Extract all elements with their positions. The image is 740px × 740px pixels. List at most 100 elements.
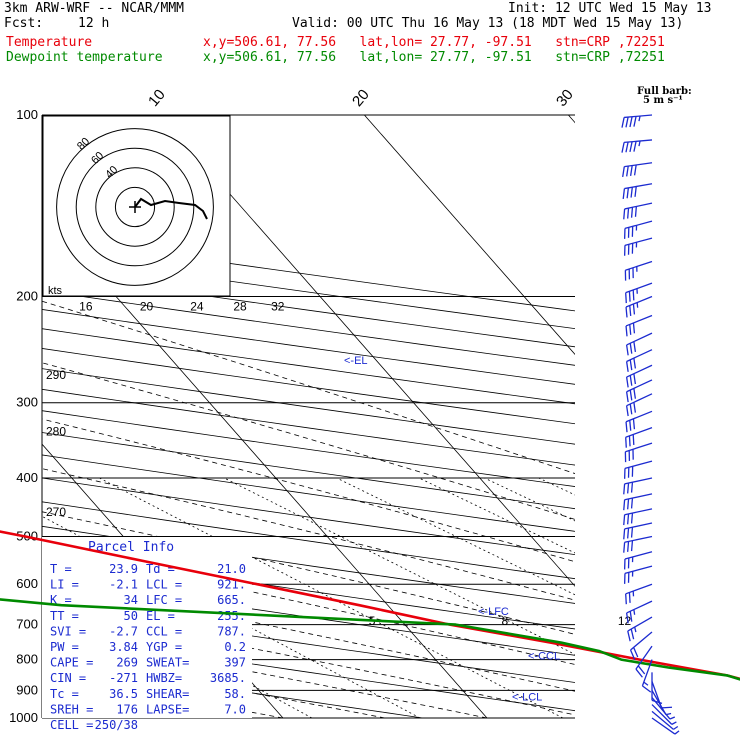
barb-half-feather — [633, 609, 636, 615]
isotherm — [568, 115, 575, 124]
parcel-key: PW = — [50, 640, 79, 654]
barb-half-feather — [638, 140, 641, 147]
barb-feather — [635, 668, 643, 678]
barb-half-feather — [669, 716, 676, 720]
parcel-value: 397 — [224, 656, 246, 670]
barb-feather — [623, 542, 626, 553]
barb-staff — [624, 220, 653, 230]
hodograph-ring — [75, 147, 195, 267]
parcel-key: TT = — [50, 609, 79, 623]
parcel-row: CELL = 250/38 — [50, 718, 138, 732]
barb-feather — [627, 482, 630, 494]
wind-barb — [624, 442, 653, 463]
wind-barb — [624, 260, 653, 281]
barb-staff — [624, 477, 653, 485]
barb-staff — [624, 237, 653, 246]
wind-barb — [623, 460, 653, 479]
parcel-value: 176 — [116, 702, 138, 716]
mixing-ratio-label: 20 — [140, 300, 154, 314]
barb-feather — [630, 498, 634, 509]
hodograph-trace — [134, 197, 208, 220]
barb-feather — [630, 187, 633, 198]
barb-staff — [626, 332, 653, 346]
barb-staff — [625, 260, 653, 271]
moist-adiabat — [42, 362, 575, 520]
wind-barb — [625, 393, 653, 417]
hodograph-ring — [95, 167, 175, 247]
barb-feather — [629, 649, 636, 660]
wind-barb — [623, 493, 653, 511]
barb-feather — [633, 373, 637, 385]
wind-barb — [625, 583, 653, 605]
barb-staff — [651, 717, 676, 735]
barb-feather — [634, 186, 637, 197]
pressure-tick-label: 300 — [16, 395, 38, 410]
barb-feather — [623, 528, 626, 540]
parcel-row: K = 34 LFC = 665. — [50, 593, 246, 607]
barb-staff — [624, 493, 653, 501]
barb-feather — [625, 437, 627, 448]
barb-staff — [651, 710, 674, 730]
barb-feather — [630, 527, 634, 538]
barb-feather — [633, 647, 639, 658]
wind-barb — [635, 645, 653, 678]
barb-feather — [629, 420, 632, 431]
barb-feather — [632, 303, 636, 315]
parcel-value: 7.0 — [224, 702, 246, 716]
barb-feather — [629, 403, 633, 415]
isotherm-label: 30 — [553, 86, 577, 110]
level-marker-lcl: <-LCL — [512, 691, 542, 703]
wind-barb — [623, 220, 653, 239]
barb-feather — [627, 513, 630, 525]
barb-staff — [624, 139, 653, 144]
wind-barb — [651, 710, 679, 730]
dry-adiabat — [42, 604, 575, 683]
hodograph-units: kts — [48, 285, 63, 297]
barb-staff — [624, 551, 653, 560]
dry-adiabat — [42, 290, 575, 366]
pressure-tick-label: 900 — [16, 682, 38, 697]
barb-feather — [628, 592, 631, 603]
barb-feather — [625, 306, 628, 318]
parcel-key: SWEAT= — [146, 656, 189, 670]
parcel-value: 250/38 — [95, 718, 138, 732]
isotherm — [160, 115, 575, 587]
barb-feather — [626, 165, 629, 177]
temperature-legend-info: x,y=506.61, 77.56 lat,lon= 27.77, -97.51… — [203, 35, 665, 50]
barb-staff — [624, 522, 653, 530]
theta-side-label: 270 — [46, 505, 66, 519]
parcel-key: CAPE = — [50, 656, 93, 670]
mixing-ratio-line — [484, 477, 575, 522]
barb-half-feather — [638, 115, 641, 122]
hodograph-ring — [56, 128, 214, 286]
barb-staff — [651, 704, 673, 725]
barb-staff — [624, 183, 653, 190]
parcel-row: PW = 3.84 YGP = 0.2 — [50, 640, 246, 654]
parcel-row: CAPE = 269 SWEAT= 397 — [50, 656, 246, 670]
wind-barb — [625, 410, 653, 433]
wind-barb — [625, 379, 653, 403]
barb-feather — [633, 164, 637, 176]
dry-adiabat — [42, 525, 575, 604]
parcel-value: 665. — [217, 593, 246, 607]
isotherm-label: 10 — [145, 86, 169, 110]
parcel-key: LI = — [50, 578, 79, 592]
barb-staff — [641, 659, 653, 687]
wind-barb — [625, 364, 653, 388]
parcel-key: HWBZ= — [146, 671, 182, 685]
parcel-value: 0.2 — [224, 640, 246, 654]
parcel-key: Tc = — [50, 687, 79, 701]
barb-feather — [625, 325, 628, 337]
profile-layer — [0, 530, 740, 681]
barb-feather — [630, 512, 634, 524]
temperature-legend-label: Temperature — [6, 35, 93, 50]
parcel-row: CIN = -271 HWBZ= 3685. — [50, 671, 246, 685]
barb-half-feather — [643, 681, 649, 686]
forecast-label: Fcst: — [4, 16, 44, 31]
parcel-value: -2.7 — [109, 624, 138, 638]
barb-feather — [625, 141, 629, 153]
barb-feather — [627, 630, 631, 642]
barb-feather — [629, 141, 633, 153]
wind-barb — [641, 659, 653, 693]
